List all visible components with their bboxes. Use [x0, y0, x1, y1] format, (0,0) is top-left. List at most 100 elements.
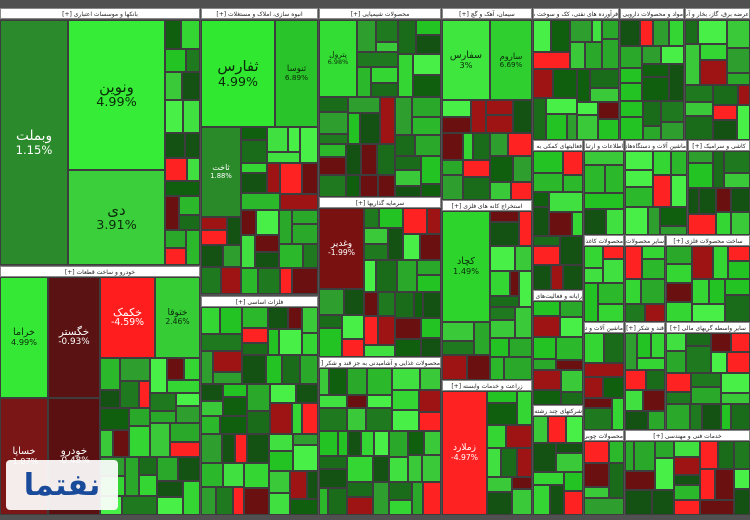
tile: [490, 357, 504, 380]
tile: [242, 307, 268, 328]
tile: [584, 151, 624, 165]
tile: [392, 368, 420, 390]
tile: [329, 368, 347, 395]
stock-label: ساروم: [499, 50, 523, 61]
stock-tile: ثفارس 4.99%: [201, 20, 275, 127]
tile: [549, 212, 572, 236]
tile: [179, 196, 200, 215]
tile: [728, 246, 750, 261]
tile: [307, 471, 318, 499]
tile: [421, 156, 441, 184]
tile: [487, 425, 506, 448]
tile: [186, 49, 200, 72]
stock-label: زملارد: [453, 443, 476, 454]
tile: [319, 144, 346, 157]
tile: [373, 482, 389, 515]
tile: [235, 434, 247, 463]
tile: [302, 403, 318, 434]
tile: [584, 441, 609, 463]
tile: [533, 472, 564, 485]
tile: [584, 333, 604, 363]
tile: [533, 316, 560, 337]
stock-label: دی: [107, 200, 126, 219]
tile: [367, 395, 392, 408]
stock-label: خراما: [13, 327, 35, 339]
stock-tile: خکمک -4.59%: [100, 277, 155, 358]
tile: [625, 370, 646, 390]
tile: [100, 430, 113, 457]
tile: [378, 175, 395, 197]
tile: [357, 52, 398, 67]
tile: [282, 355, 300, 384]
tile: [620, 83, 642, 101]
stock-tile: ونوین 4.99%: [68, 20, 165, 170]
tile: [303, 244, 318, 268]
tile: [692, 304, 725, 322]
tile: [371, 83, 398, 97]
tile: [661, 122, 684, 140]
tile: [421, 318, 441, 338]
tile: [290, 499, 318, 515]
tile: [413, 75, 441, 97]
tile: [221, 267, 241, 294]
tile: [533, 485, 550, 515]
tile: [379, 208, 403, 228]
tile: [625, 490, 652, 515]
stock-label: پترول: [329, 50, 347, 60]
tile: [700, 44, 727, 60]
tile: [560, 236, 583, 265]
stock-change: -4.97%: [450, 452, 479, 462]
tile: [377, 144, 395, 175]
tile: [584, 408, 612, 430]
tile: [302, 307, 318, 333]
tile: [342, 315, 364, 339]
tile: [227, 217, 241, 245]
tile: [344, 289, 364, 315]
tile: [652, 490, 674, 515]
tile: [201, 463, 223, 487]
tile: [533, 359, 556, 370]
tile: [167, 358, 184, 380]
tile: [346, 175, 360, 197]
tile: [533, 370, 561, 390]
tile: [713, 120, 737, 140]
tile: [685, 44, 700, 85]
tile: [416, 20, 441, 35]
tile: [442, 355, 467, 380]
tile: [584, 487, 609, 498]
stock-change: 6.89%: [284, 73, 309, 83]
tile: [549, 192, 583, 212]
tile: [182, 72, 200, 100]
tile: [201, 434, 222, 463]
tile: [416, 35, 441, 54]
tile: [625, 187, 653, 207]
tile: [509, 338, 532, 357]
tile: [373, 456, 389, 482]
tile: [584, 209, 606, 235]
tile: [296, 384, 318, 403]
tile: [577, 69, 590, 102]
tile: [201, 416, 220, 434]
sector-header: ماشین آلات و تجهیزات [+]: [584, 322, 624, 333]
tile: [419, 412, 441, 431]
tile: [419, 390, 441, 412]
tile: [220, 416, 247, 434]
tile: [267, 152, 300, 163]
tile: [533, 236, 560, 246]
tile: [642, 64, 669, 77]
tile: [625, 304, 645, 322]
tile: [338, 431, 348, 456]
tile: [674, 475, 700, 485]
stock-change: 3%: [459, 59, 473, 70]
tile: [674, 441, 700, 457]
tile: [533, 20, 551, 52]
tile: [241, 193, 280, 210]
tile: [267, 127, 288, 152]
tile: [718, 441, 734, 469]
tile: [388, 228, 403, 260]
tile: [473, 133, 490, 160]
stock-label: خکمک: [112, 305, 143, 319]
tile: [100, 358, 120, 390]
tile: [651, 333, 665, 358]
tile: [490, 338, 509, 357]
